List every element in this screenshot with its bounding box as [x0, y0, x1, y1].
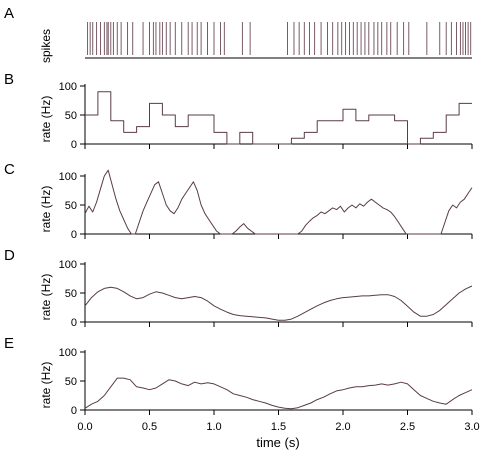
panel-d-ytick-label-0: 0 — [71, 317, 77, 329]
panel-letter-a: A — [4, 5, 14, 22]
panel-a-raster: spikes — [39, 22, 472, 63]
panel-b-ytick-label-1: 50 — [65, 110, 77, 122]
panel-d-plot: 0 50 100 rate (Hz) — [39, 259, 473, 329]
panel-letter-d: D — [4, 247, 15, 264]
panel-e-xtick-label-4: 2.0 — [335, 421, 350, 433]
panel-e-ytick-label-2: 100 — [59, 347, 77, 359]
panel-d-ytick-label-2: 100 — [59, 259, 77, 271]
panel-e-ytick-label-0: 0 — [71, 405, 77, 417]
panel-c-ytick-label-1: 50 — [65, 200, 77, 212]
panel-e-xtick-label-0: 0.0 — [77, 421, 92, 433]
panel-e-ylabel: rate (Hz) — [39, 362, 53, 409]
panel-e-xtick-label-2: 1.0 — [206, 421, 221, 433]
panel-e-rate-trace — [84, 377, 473, 410]
panel-letter-b: B — [4, 71, 14, 88]
panel-b-ytick-label-2: 100 — [59, 81, 77, 93]
panel-c-ytick-label-2: 100 — [59, 171, 77, 183]
panel-e-ytick-label-1: 50 — [65, 376, 77, 388]
panel-b-rate-trace — [85, 91, 472, 145]
panel-d-ylabel: rate (Hz) — [39, 274, 53, 321]
panel-e-xtick-label-3: 1.5 — [271, 421, 286, 433]
panel-e-xtick-label-5: 2.5 — [400, 421, 415, 433]
panel-d-ytick-label-1: 50 — [65, 288, 77, 300]
panel-c-rate-trace — [84, 169, 473, 235]
panel-e-xtick-label-6: 3.0 — [464, 421, 479, 433]
panel-e-xtick-label-1: 0.5 — [142, 421, 157, 433]
panel-c-ytick-label-0: 0 — [71, 229, 77, 241]
x-axis-label: time (s) — [256, 435, 299, 450]
panel-b-ylabel: rate (Hz) — [39, 96, 53, 143]
panel-a-ylabel: spikes — [39, 29, 53, 63]
panel-e-plot: 0 50 100 0.0 0.5 1.0 1.5 2.0 2.5 3.0 rate (Hz) — [39, 347, 480, 433]
panel-b-plot: 0 50 100 rate (Hz) — [39, 81, 473, 151]
panel-b-ytick-label-0: 0 — [71, 139, 77, 151]
panel-letter-c: C — [4, 161, 15, 178]
panel-c-plot: 0 50 100 rate (Hz) — [39, 169, 473, 241]
panel-d-rate-trace — [84, 285, 473, 321]
panel-c-ylabel: rate (Hz) — [39, 186, 53, 233]
panel-letter-e: E — [4, 335, 14, 352]
